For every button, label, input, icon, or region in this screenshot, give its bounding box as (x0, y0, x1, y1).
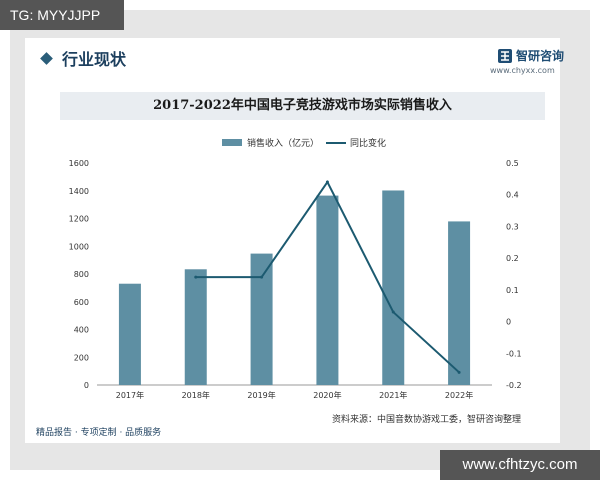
x-tick-label: 2021年 (379, 390, 407, 400)
y-right-tick-label: 0.5 (506, 159, 519, 168)
line-point (260, 275, 264, 279)
source-note: 资料来源：中国音数协游戏工委，智研咨询整理 (332, 415, 522, 425)
brand-url: www.chyxx.com (490, 66, 555, 75)
x-tick-label: 2019年 (247, 390, 275, 400)
y-right-tick-label: 0.3 (506, 222, 519, 231)
watermark-top-left: TG: MYYJJPP (0, 0, 124, 30)
y-left-tick-label: 0 (84, 381, 89, 390)
line-point (391, 310, 395, 314)
brand-logo-icon (498, 49, 512, 63)
brand-name: 智研咨询 (516, 49, 565, 63)
y-right-tick-label: 0.2 (506, 254, 519, 263)
footer-tagline: 精品报告 · 专项定制 · 品质服务 (36, 428, 162, 438)
bar (316, 195, 339, 385)
y-left-tick-label: 400 (74, 326, 89, 335)
x-tick-label: 2017年 (116, 390, 144, 400)
y-left-tick-label: 800 (74, 270, 89, 279)
section-title: 行业现状 (62, 50, 127, 69)
chart-title-band (60, 92, 545, 120)
legend-bar-swatch (222, 139, 242, 146)
y-left-tick-label: 600 (74, 298, 89, 307)
y-right-tick-label: 0 (506, 318, 511, 327)
y-left-tick-label: 1000 (69, 242, 89, 251)
y-right-tick-label: 0.1 (506, 286, 519, 295)
bar (250, 253, 273, 385)
legend-line-label: 同比变化 (350, 137, 386, 149)
y-right-tick-label: 0.4 (506, 191, 519, 200)
y-left-tick-label: 1200 (69, 215, 89, 224)
bar (118, 283, 141, 385)
x-tick-label: 2022年 (445, 390, 473, 400)
line-point (457, 370, 461, 374)
line-point (194, 275, 198, 279)
y-right-tick-label: -0.2 (506, 381, 522, 390)
line-point (325, 180, 329, 184)
y-left-tick-label: 1400 (69, 187, 89, 196)
bar (184, 269, 207, 385)
y-left-tick-label: 1600 (69, 159, 89, 168)
bar (448, 221, 471, 385)
watermark-bottom-right: www.cfhtzyc.com (440, 450, 600, 480)
chart-title: 2017-2022年中国电子竞技游戏市场实际销售收入 (153, 98, 452, 113)
bar (382, 190, 405, 385)
y-left-tick-label: 200 (74, 353, 89, 362)
x-tick-label: 2018年 (182, 390, 210, 400)
x-tick-label: 2020年 (313, 390, 341, 400)
legend-bar-label: 销售收入（亿元） (247, 137, 319, 149)
y-right-tick-label: -0.1 (506, 349, 522, 358)
